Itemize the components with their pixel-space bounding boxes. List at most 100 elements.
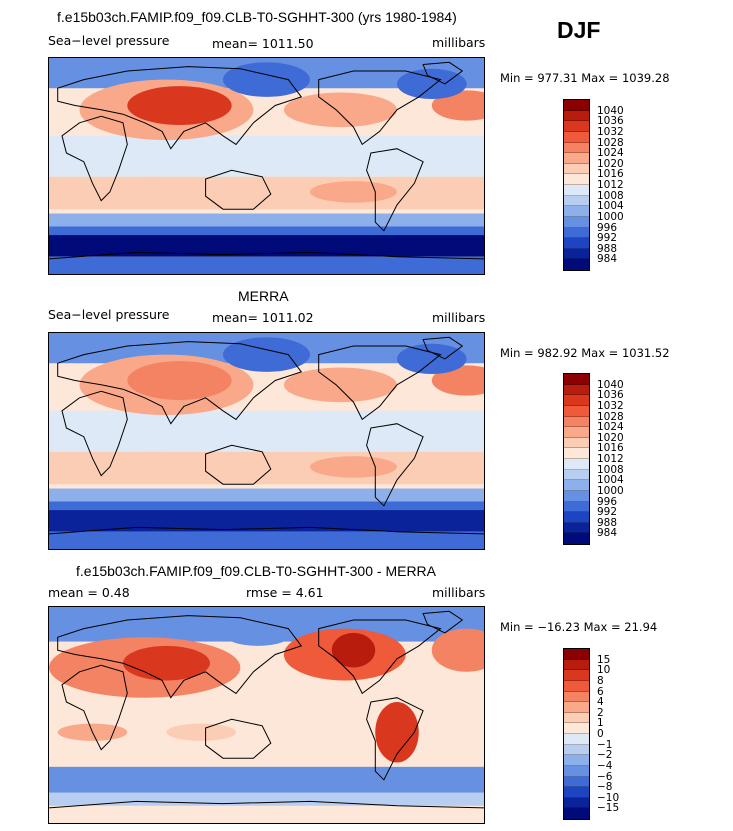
min-max-label: Min = −16.23 Max = 21.94 <box>500 620 658 634</box>
coastline <box>366 148 424 232</box>
colorbar-swatch <box>564 395 589 406</box>
colorbar-swatch <box>564 448 589 459</box>
colorbar-tick-label: 984 <box>597 527 618 540</box>
field-icelandic-low <box>397 343 467 375</box>
colorbar-tick-label: 1032 <box>597 399 624 412</box>
colorbar-swatch <box>564 163 589 175</box>
colorbar-swatch <box>564 755 589 766</box>
map-model <box>48 57 485 275</box>
colorbar-swatch <box>564 501 589 513</box>
field-aleutian-low <box>223 337 310 372</box>
colorbar-swatch <box>564 712 589 724</box>
colorbar-swatch <box>564 490 589 502</box>
colorbar-tick-label: −1 <box>597 738 613 751</box>
colorbar-tick-label: 2 <box>597 706 604 719</box>
colorbar-swatch <box>564 374 589 385</box>
coastline <box>49 251 484 260</box>
field-siberian-high-core <box>127 86 232 125</box>
colorbar-swatch <box>564 691 589 703</box>
field-south-pacific-high <box>310 456 397 478</box>
map-difference-svg <box>49 607 484 823</box>
colorbar-tick-label: 1008 <box>597 189 624 202</box>
panel-units-label: millibars <box>432 35 486 50</box>
colorbar-swatch <box>564 649 589 660</box>
colorbar-tick-label: −4 <box>597 759 613 772</box>
field-atlantic-positive <box>431 628 484 672</box>
colorbar-tick-label: 996 <box>597 495 618 508</box>
map-merra <box>48 332 485 550</box>
colorbar-tick-label: 1012 <box>597 453 624 465</box>
colorbar-tick-label: 1020 <box>597 157 624 170</box>
colorbar-swatch <box>564 459 589 470</box>
colorbar-tick-label: −8 <box>597 781 613 794</box>
colorbar-swatch <box>564 195 589 207</box>
colorbar-tick-label: −2 <box>597 749 613 762</box>
map-merra-svg <box>49 333 484 549</box>
field-siberian-high-core <box>127 361 232 400</box>
colorbar-tick-label: 988 <box>597 516 618 529</box>
colorbar-tick-label: 15 <box>597 653 611 666</box>
field-southern-diff-2 <box>49 792 484 806</box>
colorbar-tick-label: 1028 <box>597 136 624 149</box>
colorbar-tick-label: 1000 <box>597 210 624 223</box>
field-pacific-negative <box>223 619 293 646</box>
colorbar-tick-label: 1000 <box>597 484 624 497</box>
colorbar-swatch <box>564 121 589 132</box>
field-antarctic <box>49 531 484 549</box>
colorbar-swatch <box>564 153 589 164</box>
colorbar-tick-label: 1024 <box>597 421 624 434</box>
coastline <box>49 526 484 535</box>
colorbar-swatch <box>564 437 589 449</box>
coastline <box>61 390 128 477</box>
coastline <box>57 615 303 699</box>
panel-mean-label: mean= 1011.50 <box>212 36 314 51</box>
map-model-svg <box>49 58 484 274</box>
colorbar-swatch <box>564 384 589 396</box>
panel-title: f.e15b03ch.FAMIP.f09_f09.CLB-T0-SGHHT-30… <box>76 563 437 579</box>
colorbar-tick-label: 984 <box>597 253 618 266</box>
colorbar-swatch <box>564 776 589 788</box>
colorbar-swatch <box>564 744 589 756</box>
coastline <box>205 169 272 210</box>
coastline <box>61 664 128 751</box>
colorbar-tick-label: 1032 <box>597 125 624 138</box>
colorbar-swatch <box>564 659 589 671</box>
field-indian-high <box>101 176 206 199</box>
colorbar-tick-label: 1036 <box>597 389 624 402</box>
coastline <box>205 718 272 759</box>
field-circumpolar-trough <box>49 235 484 257</box>
coastline <box>366 423 424 507</box>
colorbar-swatch <box>564 405 589 417</box>
colorbar-tick-label: 1004 <box>597 200 624 213</box>
colorbar-tick-label: 8 <box>597 674 604 687</box>
colorbar-swatch <box>564 216 589 228</box>
field-tropics <box>49 410 484 452</box>
colorbar-swatch <box>564 416 589 428</box>
colorbar-tick-label: 1016 <box>597 168 624 181</box>
colorbar <box>563 99 590 271</box>
colorbar-tick-label: 0 <box>597 728 604 740</box>
colorbar-swatch <box>564 702 589 713</box>
panel-left-label: Sea−level pressure <box>48 33 170 48</box>
colorbar-swatch <box>564 259 589 270</box>
colorbar-swatch <box>564 522 589 534</box>
coastline-north-america <box>318 619 442 695</box>
coastline-north-america <box>318 70 442 146</box>
colorbar-tick-label: 992 <box>597 506 618 519</box>
field-andes-positive <box>375 702 419 763</box>
colorbar-tick-label: −6 <box>597 770 613 783</box>
panel-title: f.e15b03ch.FAMIP.f09_f09.CLB-T0-SGHHT-30… <box>57 9 457 25</box>
colorbar-tick-label: 1016 <box>597 442 624 455</box>
colorbar-swatch <box>564 100 589 111</box>
colorbar-swatch <box>564 480 589 491</box>
coastline <box>422 61 464 85</box>
field-icelandic-low <box>397 68 467 100</box>
coastline <box>49 800 484 809</box>
colorbar-swatch <box>564 723 589 734</box>
colorbar-swatch <box>564 670 589 681</box>
colorbar-swatch <box>564 206 589 217</box>
field-azores-high <box>431 365 484 396</box>
field-pacific-high <box>283 92 397 128</box>
colorbar-swatch <box>564 469 589 481</box>
colorbar-swatch <box>564 238 589 249</box>
